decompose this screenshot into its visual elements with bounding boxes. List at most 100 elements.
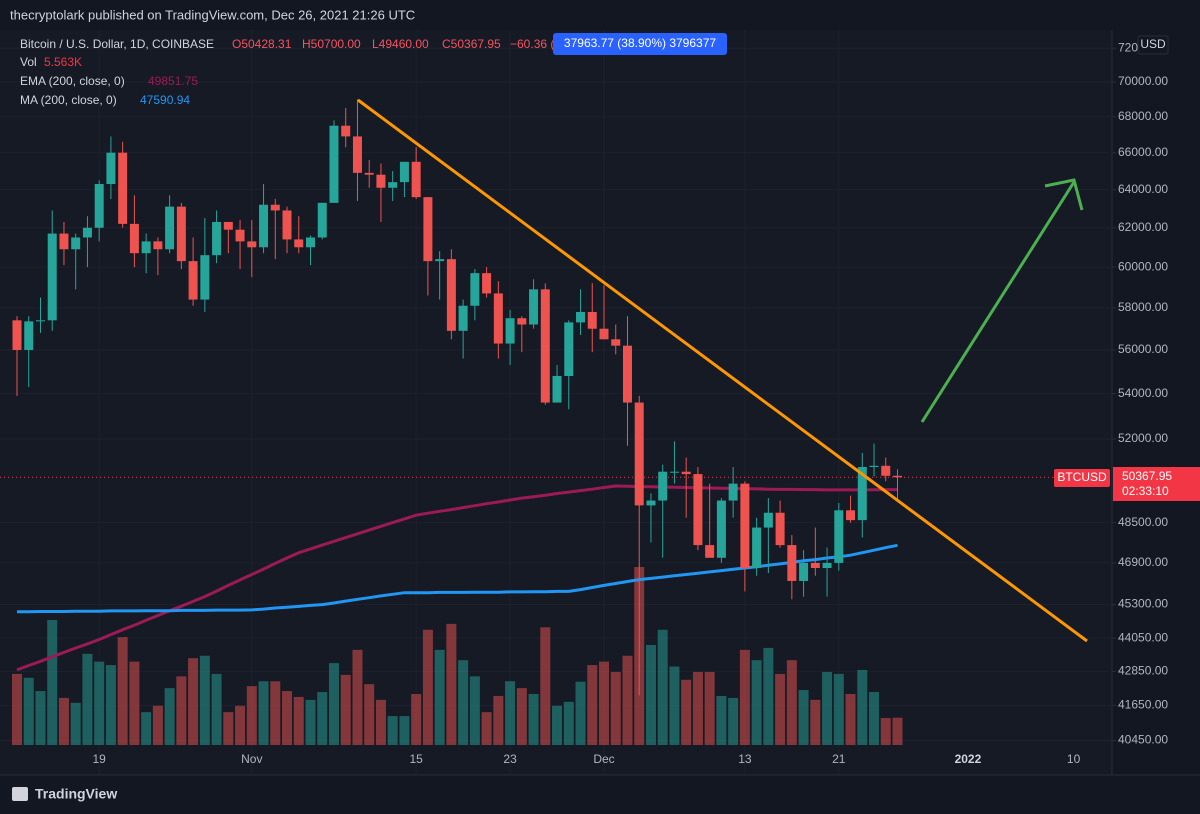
candle-body xyxy=(47,233,57,321)
candle-body xyxy=(153,241,163,250)
candle-body xyxy=(106,152,116,185)
x-tick-label: Nov xyxy=(241,752,262,766)
legend-name: MA (200, close, 0) xyxy=(20,93,117,107)
trend-line xyxy=(357,98,1088,643)
publisher: thecryptolark published on TradingView.c… xyxy=(10,7,415,22)
candle-body xyxy=(470,273,480,306)
volume-bar xyxy=(293,696,304,745)
volume-bar xyxy=(681,679,692,745)
symbol-title: Bitcoin / U.S. Dollar, 1D, COINBASE xyxy=(20,37,214,51)
currency: USD xyxy=(1140,37,1166,51)
candle-body xyxy=(857,466,867,521)
volume-bar xyxy=(164,688,175,745)
volume-bar xyxy=(364,684,375,745)
volume-bar xyxy=(188,658,199,745)
volume-bar xyxy=(176,676,187,745)
volume-bar xyxy=(775,673,786,745)
y-tick-label: 48500.00 xyxy=(1118,515,1168,529)
x-tick-label: 19 xyxy=(93,752,107,766)
volume-bar xyxy=(610,671,621,745)
y-tick-label: 68000.00 xyxy=(1118,109,1168,123)
last-price-badge xyxy=(1113,467,1200,501)
candle-body xyxy=(881,465,891,476)
volume-bar xyxy=(282,691,293,745)
volume-bar xyxy=(58,697,69,745)
candle-body xyxy=(446,259,456,331)
candle-body xyxy=(71,237,81,250)
candle-body xyxy=(188,261,198,300)
candle-body xyxy=(423,197,433,262)
legend-value: 49851.75 xyxy=(148,74,198,88)
legend-value: 47590.94 xyxy=(140,93,190,107)
volume-bar xyxy=(94,661,105,745)
y-tick-label: 56000.00 xyxy=(1118,342,1168,356)
volume-bar xyxy=(422,629,433,745)
candle-body xyxy=(200,255,210,300)
candle-body xyxy=(176,206,186,262)
candle-body xyxy=(317,202,327,238)
candle-body xyxy=(458,305,468,331)
volume-bar xyxy=(199,655,210,745)
volume-bar xyxy=(70,702,81,745)
candle-body xyxy=(893,475,902,478)
volume-bar xyxy=(833,673,844,745)
arrow-head xyxy=(1044,178,1084,211)
volume-bar xyxy=(235,705,246,745)
candle-body xyxy=(24,321,34,350)
volume-bar xyxy=(645,644,656,745)
candle-body xyxy=(364,172,374,175)
y-tick-label: 41650.00 xyxy=(1118,698,1168,712)
volume-bar xyxy=(387,716,398,745)
indicator-line xyxy=(17,543,898,614)
candle-body xyxy=(59,233,69,250)
candle-body xyxy=(82,227,92,238)
readout: H50700.00 xyxy=(302,37,361,51)
candle-body xyxy=(681,471,691,475)
volume-bar xyxy=(528,694,539,745)
candle-body xyxy=(482,273,492,294)
y-tick-label: 58000.00 xyxy=(1118,300,1168,314)
axes: 40450.00 41650.00 42850.00 44050.00 45300.00… xyxy=(93,40,1169,766)
volume-bar xyxy=(845,694,856,745)
candle-body xyxy=(587,311,597,329)
volume-bar xyxy=(328,663,339,745)
candle-body xyxy=(763,512,773,528)
candle-body xyxy=(576,311,586,323)
readout: L49460.00 xyxy=(372,37,429,51)
price-badge: BTCUSD 50367.95 02:33:10 xyxy=(1054,467,1200,501)
volume-bar xyxy=(399,716,410,745)
x-tick-label: 10 xyxy=(1067,752,1081,766)
volume-bar xyxy=(117,637,128,745)
candle-body xyxy=(282,210,292,240)
candle-body xyxy=(223,221,233,230)
y-tick-label: 66000.00 xyxy=(1118,145,1168,159)
volume-bar xyxy=(622,655,633,745)
candle-body xyxy=(259,204,269,248)
volume-bar xyxy=(258,681,269,745)
candle-body xyxy=(705,545,715,558)
volume-bar xyxy=(211,673,222,745)
measure-tooltip-box xyxy=(553,33,727,55)
candle-body xyxy=(611,339,621,346)
candle-body xyxy=(212,221,222,256)
x-tick-label: 13 xyxy=(738,752,752,766)
volume-bar xyxy=(505,681,516,745)
y-tick-label: 70000.00 xyxy=(1118,74,1168,88)
candle-body xyxy=(12,320,22,350)
y-tick-label: 40450.00 xyxy=(1118,733,1168,747)
volume-bar xyxy=(270,681,281,745)
candle-body xyxy=(622,345,632,403)
candle-body xyxy=(35,320,45,322)
candle-body xyxy=(247,241,257,248)
arrow-shaft xyxy=(920,181,1076,423)
legend-name: EMA (200, close, 0) xyxy=(20,74,125,88)
candle-body xyxy=(822,562,832,569)
readout: O50428.31 xyxy=(232,37,292,51)
volume-bar xyxy=(575,681,586,745)
candle-body xyxy=(834,510,844,563)
indicator-line xyxy=(16,484,898,672)
volume-bar xyxy=(493,695,504,745)
volume-bar xyxy=(822,671,833,745)
candle-body xyxy=(306,237,315,248)
